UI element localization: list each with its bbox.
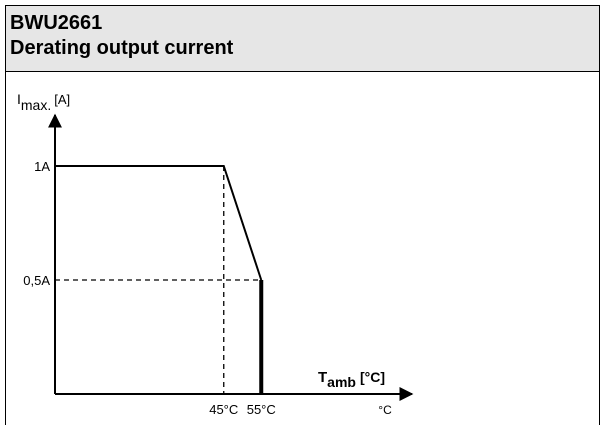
y-axis-label: Imax. [A]: [17, 91, 70, 113]
chart-title: Derating output current: [10, 37, 234, 59]
y-tick-label-1: 0,5A: [23, 273, 50, 288]
x-tick-label-1: 55°C: [247, 402, 276, 417]
chart-marks: 1A 0,5A 45°C 55°C °C: [23, 159, 392, 417]
x-axis-label: Tamb [°C]: [318, 369, 385, 390]
derating-line: [55, 165, 263, 281]
model-number: BWU2661: [10, 12, 103, 34]
panel-header: BWU2661 Derating output current: [6, 6, 599, 72]
x-unit-label: °C: [378, 403, 392, 417]
x-tick-label-0: 45°C: [209, 402, 238, 417]
y-tick-label-0: 1A: [34, 159, 50, 174]
derating-panel: BWU2661 Derating output current: [5, 5, 600, 425]
